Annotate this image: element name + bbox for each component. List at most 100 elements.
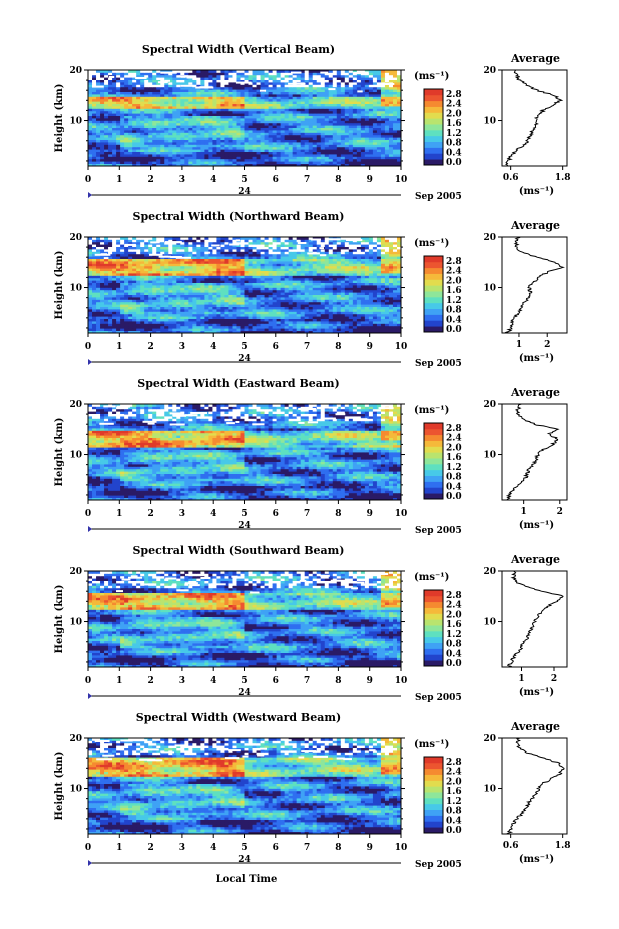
heatmap-cell	[340, 118, 346, 121]
heatmap-cell	[292, 84, 298, 88]
heatmap-cell	[308, 79, 314, 83]
heatmap-cell	[312, 106, 318, 109]
heatmap-cell	[104, 306, 109, 310]
heatmap-cell	[380, 318, 386, 322]
heatmap-cell	[192, 115, 197, 119]
heatmap-cell	[260, 130, 265, 133]
heatmap-cell	[260, 139, 265, 143]
heatmap-cell	[288, 115, 294, 119]
heatmap-cell	[268, 151, 273, 155]
heatmap-cell	[292, 154, 298, 157]
heatmap-cell	[364, 294, 370, 298]
heatmap-cell	[220, 118, 225, 121]
heatmap-cell	[348, 151, 354, 155]
heatmap-cell	[264, 156, 269, 160]
heatmap-cell	[296, 323, 302, 327]
heatmap-cell	[212, 306, 217, 310]
heatmap-cell	[188, 146, 193, 150]
heatmap-cell	[280, 74, 286, 78]
heatmap-cell	[144, 146, 149, 150]
heatmap	[88, 70, 402, 167]
heatmap-cell	[132, 309, 137, 312]
heatmap-cell	[272, 118, 277, 121]
heatmap-cell	[316, 301, 322, 305]
heatmap-cell	[348, 297, 354, 300]
heatmap-cell	[160, 94, 165, 97]
heatmap-cell	[188, 287, 193, 291]
heatmap-cell	[384, 96, 390, 100]
heatmap-cell	[144, 84, 149, 88]
heatmap-cell	[272, 77, 277, 80]
heatmap-cell	[352, 299, 358, 303]
heatmap-cell	[184, 142, 189, 145]
heatmap-cell	[208, 304, 213, 307]
heatmap-cell	[344, 86, 350, 90]
heatmap-cell	[116, 103, 121, 107]
heatmap-cell	[156, 115, 161, 119]
heatmap-cell	[120, 306, 125, 310]
heatmap-cell	[356, 297, 362, 300]
heatmap-cell	[148, 149, 153, 152]
heatmap-cell	[304, 158, 310, 162]
heatmap-cell	[248, 277, 253, 281]
heatmap-cell	[308, 282, 314, 286]
heatmap-cell	[312, 72, 318, 76]
heatmap-cell	[244, 106, 249, 109]
heatmap-cell	[376, 287, 382, 291]
heatmap-cell	[344, 316, 350, 319]
heatmap-cell	[360, 103, 366, 107]
heatmap-cell	[372, 137, 378, 140]
heatmap-cell	[212, 122, 217, 126]
heatmap-cell	[124, 163, 129, 167]
heatmap-cell	[100, 103, 105, 107]
heatmap-cell	[164, 321, 169, 324]
heatmap-cell	[396, 325, 402, 329]
heatmap-cell	[136, 101, 141, 104]
heatmap-cell	[240, 120, 245, 124]
heatmap-cell	[220, 134, 225, 138]
heatmap-cell	[252, 158, 257, 162]
heatmap-cell	[148, 289, 153, 293]
heatmap-cell	[364, 137, 370, 140]
heatmap-cell	[228, 91, 233, 95]
heatmap-cell	[228, 103, 233, 107]
heatmap-cell	[384, 139, 390, 143]
heatmap-cell	[268, 98, 273, 102]
heatmap-cell	[376, 285, 382, 288]
heatmap-cell	[120, 292, 125, 295]
heatmap-cell	[308, 82, 314, 85]
heatmap-cell	[220, 330, 225, 334]
heatmap-cell	[108, 309, 113, 312]
heatmap-cell	[240, 70, 245, 73]
heatmap-cell	[96, 106, 101, 109]
heatmap-cell	[356, 325, 362, 329]
heatmap-cell	[288, 91, 294, 95]
heatmap-cell	[296, 96, 302, 100]
heatmap-cell	[220, 301, 225, 305]
heatmap-cell	[304, 313, 310, 317]
heatmap-cell	[288, 294, 294, 298]
heatmap-cell	[384, 311, 390, 315]
heatmap-cell	[236, 146, 241, 150]
heatmap-cell	[352, 161, 358, 164]
heatmap-cell	[328, 299, 334, 303]
heatmap-cell	[324, 91, 330, 95]
heatmap-cell	[168, 82, 173, 85]
heatmap-cell	[276, 146, 282, 150]
heatmap-cell	[128, 96, 133, 100]
heatmap-cell	[108, 120, 113, 124]
heatmap-cell	[300, 163, 306, 167]
heatmap-cell	[324, 161, 330, 164]
heatmap-cell	[108, 328, 113, 331]
heatmap-cell	[368, 132, 374, 136]
heatmap-cell	[180, 289, 185, 293]
heatmap-cell	[284, 110, 290, 114]
heatmap-cell	[320, 280, 326, 283]
heatmap-cell	[388, 120, 394, 124]
heatmap-cell	[360, 113, 366, 116]
heatmap-cell	[180, 161, 185, 164]
heatmap-cell	[276, 301, 282, 305]
heatmap-cell	[120, 149, 125, 152]
heatmap-cell	[120, 280, 125, 283]
heatmap-cell	[288, 301, 294, 305]
